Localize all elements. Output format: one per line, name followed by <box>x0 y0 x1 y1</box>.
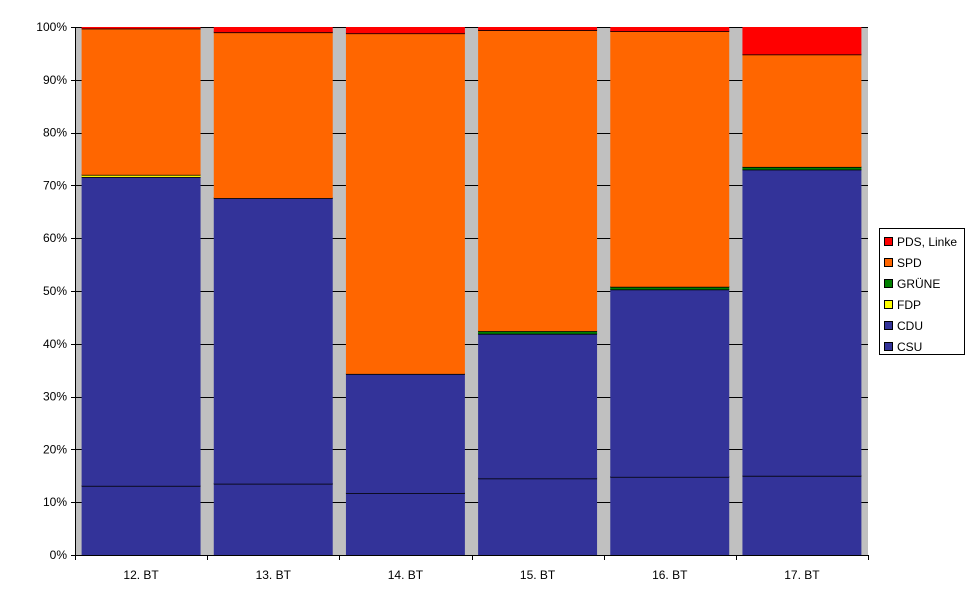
bar-segment-spd <box>742 54 862 167</box>
y-tick-label: 90% <box>43 73 67 87</box>
legend-label: CSU <box>897 339 923 354</box>
x-tick-label: 15. BT <box>520 568 556 582</box>
bar-segment-pds-linke <box>478 27 598 31</box>
bar-segment-pds-linke <box>81 27 201 29</box>
bar-segment-gruene <box>478 331 598 334</box>
legend-item-cdu: CDU <box>880 315 964 336</box>
grid-lines <box>75 27 868 556</box>
bar-segment-cdu <box>742 169 862 476</box>
legend-swatch <box>884 321 893 330</box>
y-tick-label: 60% <box>43 231 67 245</box>
legend-swatch <box>884 258 893 267</box>
bar-segment-csu <box>345 493 465 555</box>
y-tick-label: 80% <box>43 126 67 140</box>
bar-segment-csu <box>81 485 201 555</box>
y-tick-label: 40% <box>43 337 67 351</box>
bar-segment-spd <box>478 30 598 332</box>
y-tick-label: 30% <box>43 390 67 404</box>
bar-segment-cdu <box>345 373 465 494</box>
bar-segment-spd <box>345 33 465 374</box>
y-tick-label: 10% <box>43 495 67 509</box>
bar-segment-cdu <box>81 176 201 486</box>
y-tick-label: 0% <box>50 548 68 562</box>
legend-label: GRÜNE <box>897 276 941 291</box>
bar-segment-gruene <box>742 166 862 170</box>
legend-label: SPD <box>897 255 922 270</box>
bar-segment-csu <box>478 478 598 555</box>
axes <box>71 27 869 560</box>
legend: PDS, Linke SPD GRÜNE FDP CDU CSU <box>879 228 965 355</box>
bar-segment-spd <box>213 32 333 199</box>
legend-item-gruene: GRÜNE <box>880 273 964 294</box>
bar-segment-csu <box>742 475 862 555</box>
bar-segment-pds-linke <box>742 27 862 55</box>
x-tick-label: 16. BT <box>652 568 688 582</box>
bars <box>81 27 862 555</box>
legend-swatch <box>884 237 893 246</box>
y-tick-label: 20% <box>43 442 67 456</box>
legend-item-pds-linke: PDS, Linke <box>880 231 964 252</box>
bar-segment-gruene <box>610 286 730 290</box>
bar-segment-cdu <box>213 198 333 484</box>
y-tick-labels: 0% 10% 20% 30% 40% 50% 60% 70% 80% 90% 100% <box>36 20 67 562</box>
legend-swatch <box>884 279 893 288</box>
legend-item-csu: CSU <box>880 336 964 357</box>
bar-segment-spd <box>610 31 730 287</box>
x-tick-labels: 12. BT 13. BT 14. BT 15. BT 16. BT 17. BT <box>123 568 820 582</box>
bar-segment-pds-linke <box>213 27 333 33</box>
legend-label: FDP <box>897 297 921 312</box>
x-tick-label: 13. BT <box>256 568 292 582</box>
y-tick-label: 100% <box>36 20 67 34</box>
x-tick-label: 17. BT <box>784 568 820 582</box>
legend-label: PDS, Linke <box>897 234 958 249</box>
x-tick-label: 14. BT <box>388 568 424 582</box>
bar-segment-pds-linke <box>610 27 730 32</box>
bar-segment-spd <box>81 28 201 175</box>
legend-item-spd: SPD <box>880 252 964 273</box>
legend-swatch <box>884 300 893 309</box>
bar-segment-fdp <box>81 174 201 177</box>
legend-item-fdp: FDP <box>880 294 964 315</box>
bar-segment-cdu <box>478 333 598 479</box>
bar-segment-csu <box>213 483 333 555</box>
y-tick-label: 50% <box>43 284 67 298</box>
x-tick-label: 12. BT <box>123 568 159 582</box>
legend-label: CDU <box>897 318 923 333</box>
bar-segment-pds-linke <box>345 27 465 34</box>
bar-segment-csu <box>610 476 730 555</box>
bar-segment-cdu <box>610 289 730 477</box>
legend-swatch <box>884 342 893 351</box>
y-tick-label: 70% <box>43 178 67 192</box>
